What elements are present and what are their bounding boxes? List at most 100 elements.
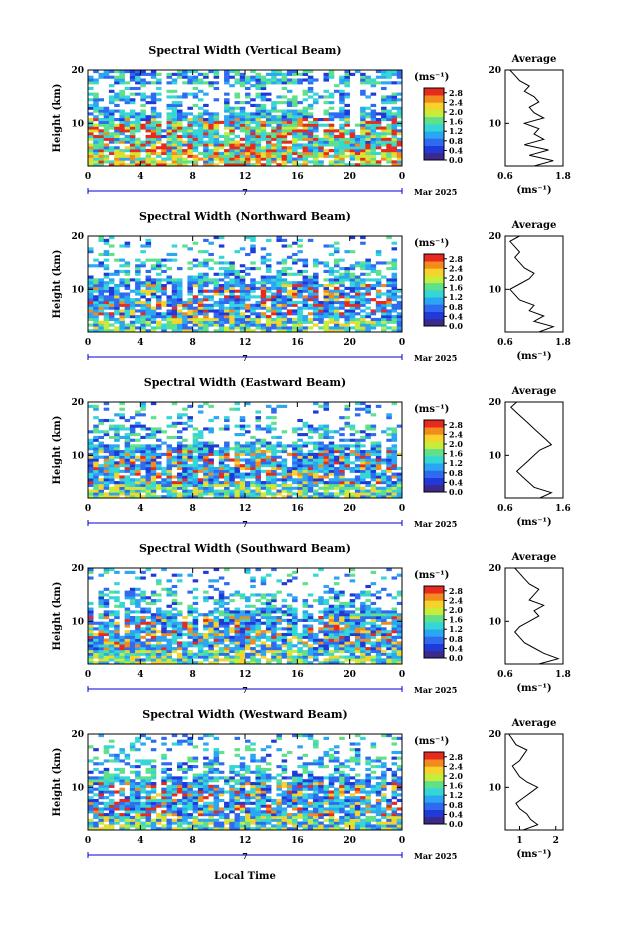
heatmap-cell — [156, 138, 162, 141]
heatmap-cell — [104, 430, 110, 433]
heatmap-cell — [240, 112, 246, 115]
heatmap-cell — [329, 112, 335, 115]
heatmap-cell — [93, 115, 99, 118]
heatmap-cell — [318, 307, 324, 310]
heatmap-cell — [114, 309, 120, 312]
heatmap-cell — [224, 487, 230, 490]
heatmap-cell — [282, 76, 288, 79]
heatmap-cell — [303, 644, 309, 647]
heatmap-cell — [339, 464, 345, 467]
heatmap-cell — [344, 650, 350, 653]
heatmap-cell — [376, 253, 382, 256]
heatmap-cell — [318, 427, 324, 430]
heatmap-cell — [371, 81, 377, 84]
heatmap-cell — [344, 464, 350, 467]
heatmap-cell — [240, 73, 246, 76]
heatmap-cell — [109, 141, 115, 144]
heatmap-cell — [303, 143, 309, 146]
heatmap-cell — [303, 458, 309, 461]
heatmap-cell — [130, 447, 136, 450]
heatmap-cell — [177, 653, 183, 656]
heatmap-cell — [151, 447, 157, 450]
heatmap-cell — [282, 599, 288, 602]
heatmap-cell — [172, 129, 178, 132]
heatmap-cell — [172, 324, 178, 327]
heatmap-cell — [255, 95, 261, 98]
heatmap-cell — [271, 653, 277, 656]
heatmap-cell — [282, 239, 288, 242]
heatmap-cell — [229, 138, 235, 141]
heatmap-cell — [214, 261, 220, 264]
heatmap-cell — [324, 304, 330, 307]
heatmap-cell — [172, 633, 178, 636]
colorbar-swatch — [424, 297, 444, 305]
heatmap-cell — [119, 461, 125, 464]
heatmap-cell — [114, 76, 120, 79]
heatmap-cell — [245, 610, 251, 613]
heatmap-cell — [208, 624, 214, 627]
heatmap-cell — [381, 118, 387, 121]
heatmap-cell — [276, 292, 282, 295]
heatmap-cell — [261, 602, 267, 605]
heatmap-cell — [297, 439, 303, 442]
heatmap-cell — [151, 115, 157, 118]
heatmap-cell — [93, 478, 99, 481]
heatmap-cell — [376, 141, 382, 144]
heatmap-cell — [88, 405, 94, 408]
heatmap-cell — [344, 141, 350, 144]
heatmap-cell — [313, 98, 319, 101]
heatmap-cell — [308, 149, 314, 152]
heatmap-cell — [203, 318, 209, 321]
heatmap-cell — [208, 473, 214, 476]
heatmap-cell — [255, 610, 261, 613]
heatmap-cell — [229, 107, 235, 110]
heatmap-cell — [386, 290, 392, 293]
heatmap-cell — [255, 304, 261, 307]
heatmap-cell — [339, 605, 345, 608]
heatmap-cell — [261, 126, 267, 129]
heatmap-cell — [140, 104, 146, 107]
heatmap-cell — [146, 276, 152, 279]
heatmap-cell — [271, 596, 277, 599]
heatmap-cell — [250, 290, 256, 293]
heatmap-cell — [198, 135, 204, 138]
heatmap-cell — [324, 453, 330, 456]
heatmap-cell — [303, 456, 309, 459]
heatmap-cell — [250, 658, 256, 661]
heatmap-cell — [271, 292, 277, 295]
heatmap-cell — [287, 90, 293, 93]
heatmap-cell — [229, 146, 235, 149]
heatmap-cell — [93, 149, 99, 152]
heatmap-cell — [203, 653, 209, 656]
heatmap-cell — [329, 653, 335, 656]
heatmap-cell — [135, 464, 141, 467]
heatmap-cell — [250, 158, 256, 161]
heatmap-cell — [146, 155, 152, 158]
heatmap-cell — [255, 87, 261, 90]
heatmap-cell — [355, 475, 361, 478]
heatmap-cell — [130, 633, 136, 636]
heatmap-cell — [219, 464, 225, 467]
heatmap-cell — [109, 110, 115, 113]
heatmap-cell — [93, 301, 99, 304]
heatmap-cell — [109, 478, 115, 481]
heatmap-cell — [313, 304, 319, 307]
heatmap-cell — [334, 129, 340, 132]
heatmap-cell — [193, 307, 199, 310]
heatmap-cell — [214, 653, 220, 656]
heatmap-cell — [229, 636, 235, 639]
heatmap-cell — [167, 132, 173, 135]
heatmap-cell — [282, 152, 288, 155]
heatmap-cell — [261, 104, 267, 107]
heatmap-cell — [130, 636, 136, 639]
heatmap-cell — [250, 616, 256, 619]
heatmap-cell — [114, 639, 120, 642]
heatmap-cell — [198, 309, 204, 312]
x-tick-label: 16 — [291, 172, 304, 182]
heatmap-cell — [255, 93, 261, 96]
heatmap-cell — [130, 484, 136, 487]
heatmap-cell — [360, 453, 366, 456]
heatmap-cell — [292, 324, 298, 327]
heatmap-cell — [297, 647, 303, 650]
heatmap-cell — [339, 467, 345, 470]
